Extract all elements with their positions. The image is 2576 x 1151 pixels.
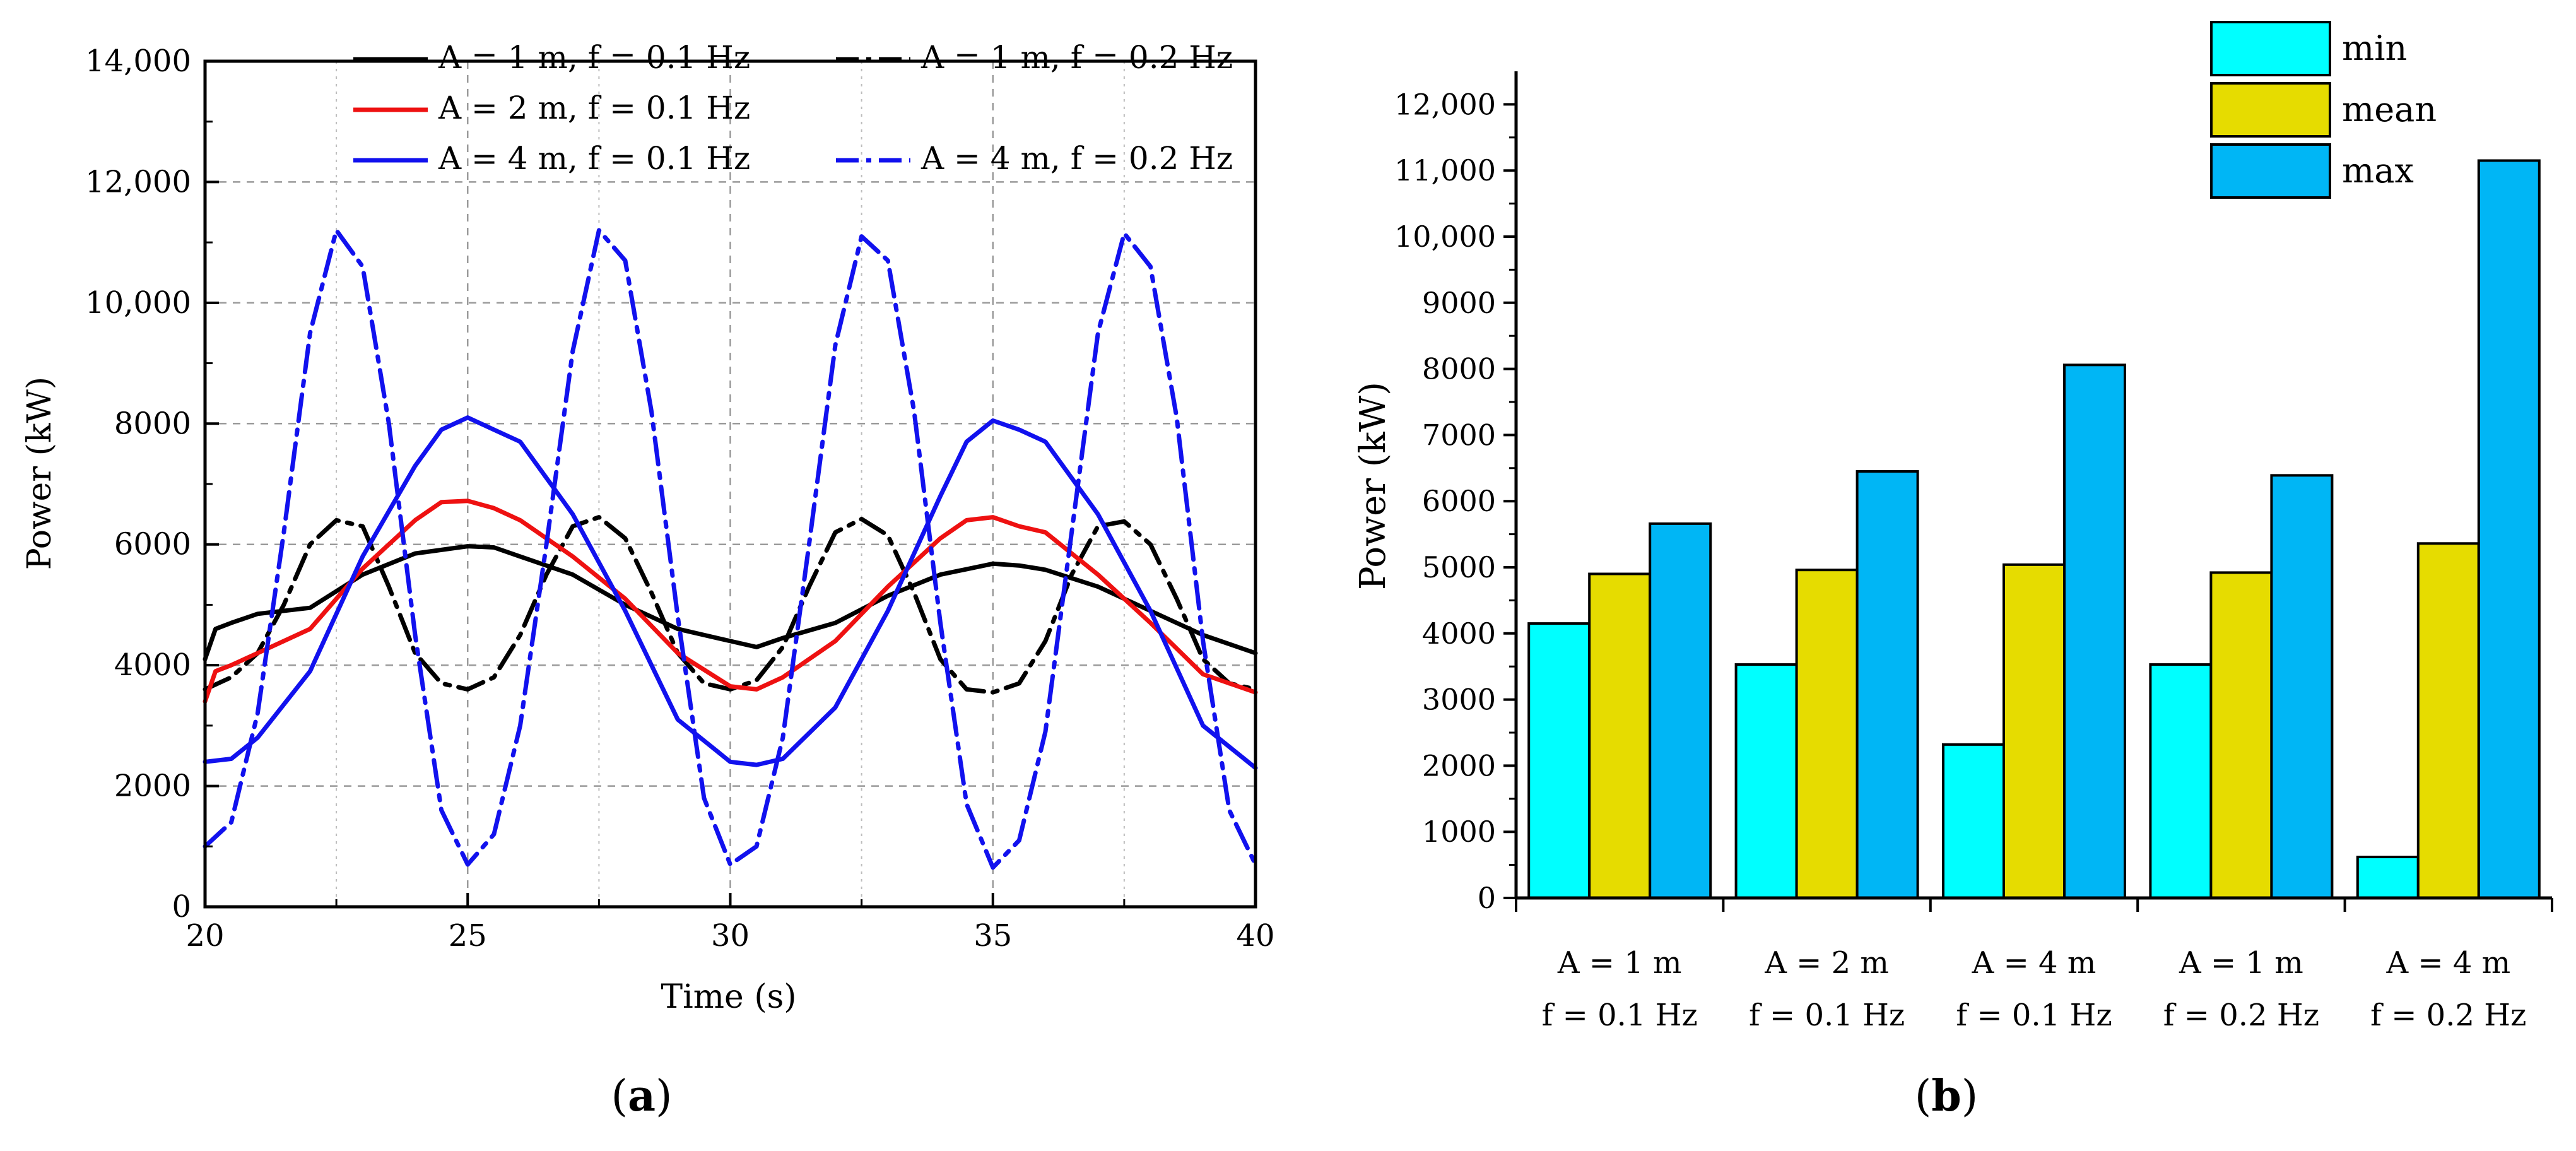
chart-a-y-axis: 0 2000 4000 6000 8000 10,000 12,000 14,000: [85, 44, 219, 924]
x-tick-label: 20: [185, 918, 224, 953]
chart-b-legend: min mean max: [2210, 21, 2437, 199]
legend-label: mean: [2342, 90, 2437, 129]
bar-mean-5: [2416, 542, 2480, 899]
y-tick-label: 6000: [114, 527, 191, 562]
chart-a-x-axis: 20 25 30 35 40: [185, 893, 1275, 953]
legend-label: A = 2 m, f = 0.1 Hz: [438, 90, 750, 126]
chart-a: 20 25 30 35 40 0 2000 4000 6000 8000 10,000 12,000…: [21, 39, 1275, 1121]
chart-a-y-axis-title: Power (kW): [21, 377, 59, 570]
category-label-amplitude: A = 1 m: [2179, 945, 2303, 981]
chart-a-grid: [205, 61, 1256, 907]
category-label-frequency: f = 0.2 Hz: [2163, 998, 2319, 1033]
y-tick-label: 0: [1478, 881, 1496, 915]
series-line-a-4-m-f-0-1-hz: [203, 415, 1258, 770]
chart-b-y-axis: 0 1000 2000 3000 4000 5000 6000 7000 8000 9000 10,…: [1394, 87, 1516, 915]
y-tick-label: 14,000: [85, 44, 191, 79]
y-tick-label: 2000: [1422, 748, 1496, 782]
category-label-amplitude: A = 4 m: [2385, 945, 2510, 981]
y-tick-label: 5000: [1422, 550, 1496, 584]
bar-mean-4: [2209, 571, 2273, 899]
series-line-a-4-m-f-0-2-hz: [203, 228, 1258, 870]
category-label-frequency: f = 0.2 Hz: [2370, 998, 2526, 1033]
y-tick-label: 4000: [114, 647, 191, 683]
y-tick-label: 9000: [1422, 286, 1496, 320]
chart-b-y-axis-title: Power (kW): [1353, 382, 1394, 590]
legend-label: max: [2342, 151, 2414, 191]
x-tick-label: 40: [1236, 918, 1274, 953]
chart-b-axes: [1514, 71, 2552, 900]
y-tick-label: 6000: [1422, 484, 1496, 518]
chart-a-series-group: [203, 228, 1258, 870]
category-label-amplitude: A = 2 m: [1764, 945, 1889, 981]
category-label-frequency: f = 0.1 Hz: [1956, 998, 2112, 1033]
bar-min-2: [1734, 663, 1798, 900]
y-tick-label: 11,000: [1394, 153, 1496, 187]
legend-swatch-min: [2210, 21, 2331, 76]
y-tick-label: 3000: [1422, 683, 1496, 717]
y-tick-label: 2000: [114, 769, 191, 804]
chart-b-bars-group: [1527, 159, 2541, 900]
category-label-frequency: f = 0.1 Hz: [1542, 998, 1698, 1033]
category-label-amplitude: A = 1 m: [1557, 945, 1682, 981]
series-line-a-1-m-f-0-1-hz: [203, 544, 1258, 662]
y-tick-label: 8000: [114, 406, 191, 441]
x-tick-label: 25: [449, 918, 487, 953]
bar-mean-3: [2003, 563, 2066, 899]
y-tick-label: 4000: [1422, 617, 1496, 651]
bar-min-4: [2149, 663, 2213, 900]
legend-swatch-max: [2210, 143, 2331, 199]
chart-a-x-axis-title: Time (s): [661, 978, 796, 1016]
chart-a-panel-label: (a): [611, 1071, 672, 1121]
y-tick-label: 1000: [1422, 815, 1496, 849]
category-label-frequency: f = 0.1 Hz: [1749, 998, 1905, 1033]
chart-b-panel-label: (b): [1915, 1071, 1979, 1121]
y-tick-label: 10,000: [1394, 220, 1496, 254]
y-tick-label: 0: [172, 889, 191, 924]
bar-max-3: [2063, 363, 2126, 899]
x-tick-label: 30: [711, 918, 750, 953]
y-tick-label: 7000: [1422, 418, 1496, 452]
legend-label: A = 1 m, f = 0.1 Hz: [438, 39, 750, 76]
y-tick-label: 12,000: [85, 164, 191, 199]
legend-label: A = 4 m, f = 0.2 Hz: [920, 140, 1233, 177]
y-tick-label: 12,000: [1394, 87, 1496, 121]
legend-label: min: [2342, 28, 2407, 68]
chart-b: 0 1000 2000 3000 4000 5000 6000 7000 8000 9000 10,…: [1353, 21, 2553, 1121]
chart-b-x-axis: A = 1 m f = 0.1 Hz A = 2 m f = 0.1 Hz A = 4 …: [1515, 898, 2553, 1033]
legend-label: A = 4 m, f = 0.1 Hz: [438, 140, 750, 177]
bar-max-1: [1649, 522, 1712, 899]
bar-max-5: [2477, 159, 2541, 900]
chart-a-legend: A = 1 m, f = 0.1 Hz A = 1 m, f = 0.2 Hz A …: [353, 39, 1233, 177]
bar-min-5: [2356, 856, 2420, 900]
bar-max-2: [1856, 470, 1919, 899]
y-tick-label: 8000: [1422, 352, 1496, 386]
bar-max-4: [2270, 474, 2334, 899]
bar-min-3: [1942, 743, 2005, 900]
bar-min-1: [1527, 622, 1591, 900]
legend-swatch-mean: [2210, 82, 2331, 138]
bar-mean-1: [1588, 572, 1652, 899]
y-tick-label: 10,000: [85, 285, 191, 321]
bar-mean-2: [1795, 569, 1859, 899]
x-tick-label: 35: [973, 918, 1012, 953]
series-line-a-2-m-f-0-1-hz: [203, 499, 1258, 704]
legend-label: A = 1 m, f = 0.2 Hz: [920, 39, 1233, 76]
category-label-amplitude: A = 4 m: [1972, 945, 2097, 981]
